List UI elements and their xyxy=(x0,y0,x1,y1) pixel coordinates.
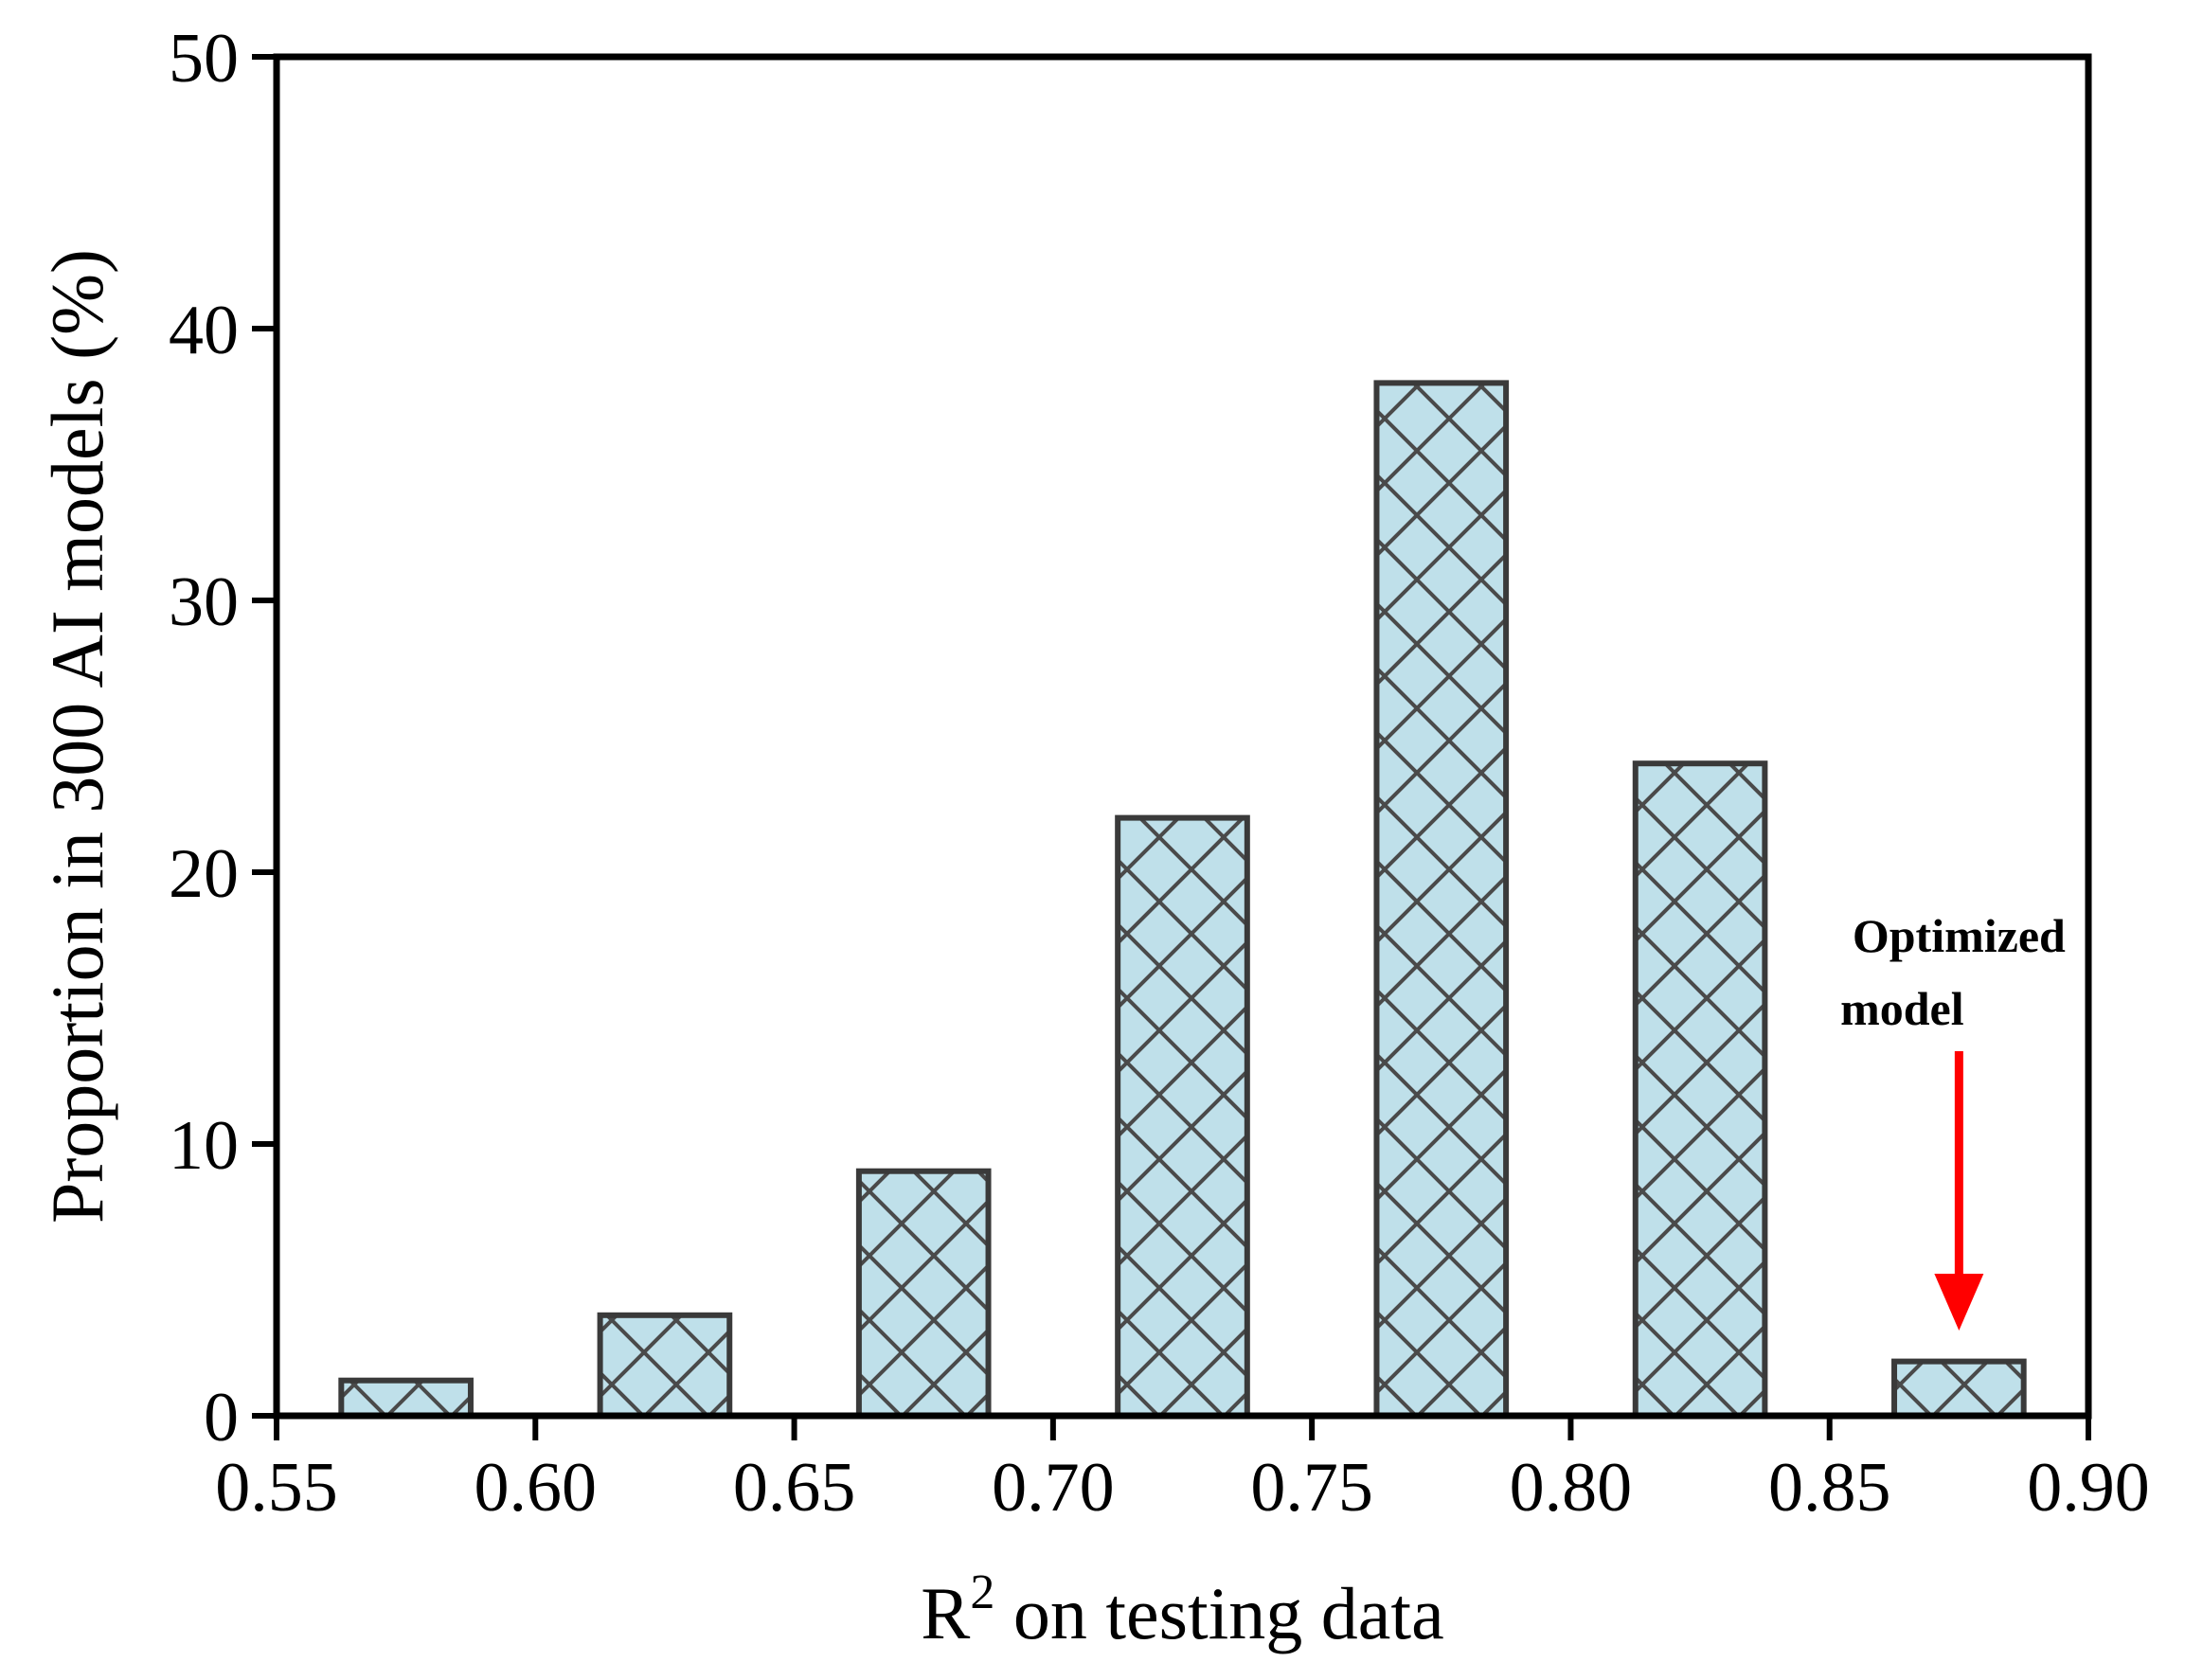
x-axis-ticks: 0.55 0.60 0.65 0.70 0.75 0.80 0.85 0.90 xyxy=(215,1416,2150,1527)
bar-2 xyxy=(597,1312,733,1420)
annotation-line-1: Optimized xyxy=(1853,909,2066,962)
x-tick-label: 0.85 xyxy=(1768,1449,1891,1527)
x-tick-label: 0.55 xyxy=(215,1449,338,1527)
plot-area-frame xyxy=(273,53,2092,1420)
x-tick-label: 0.60 xyxy=(475,1449,598,1527)
bar-1 xyxy=(338,1377,474,1419)
bar-6 xyxy=(1632,760,1768,1419)
x-tick-label: 0.70 xyxy=(992,1449,1115,1527)
x-axis-label-main: R xyxy=(921,1572,970,1654)
bars-layer xyxy=(338,380,2027,1420)
x-axis-label-superscript: 2 xyxy=(970,1565,994,1619)
y-tick-label: 50 xyxy=(169,20,239,98)
x-tick-label: 0.65 xyxy=(733,1449,856,1527)
bar-5 xyxy=(1373,380,1510,1419)
x-tick-label: 0.80 xyxy=(1510,1449,1633,1527)
annotation-arrow-head xyxy=(1934,1274,1984,1331)
optimized-model-annotation: Optimized model xyxy=(1840,909,2066,1331)
bar-7 xyxy=(1891,1358,2027,1419)
y-tick-label: 20 xyxy=(169,835,239,913)
y-tick-label: 10 xyxy=(169,1107,239,1185)
y-tick-label: 40 xyxy=(169,292,239,369)
x-tick-label: 0.90 xyxy=(2027,1449,2150,1527)
x-axis-label-rest: on testing data xyxy=(994,1572,1443,1654)
x-axis-label: R2 on testing data xyxy=(921,1565,1443,1654)
x-tick-label: 0.75 xyxy=(1250,1449,1373,1527)
y-axis-label: Proportion in 300 AI models (%) xyxy=(36,249,118,1224)
y-tick-label: 0 xyxy=(204,1379,239,1457)
y-axis-ticks: 0 10 20 30 40 50 xyxy=(169,20,277,1457)
bar-4 xyxy=(1115,814,1250,1419)
annotation-line-2: model xyxy=(1840,982,1964,1035)
bar-3 xyxy=(855,1168,992,1419)
y-tick-label: 30 xyxy=(169,563,239,641)
